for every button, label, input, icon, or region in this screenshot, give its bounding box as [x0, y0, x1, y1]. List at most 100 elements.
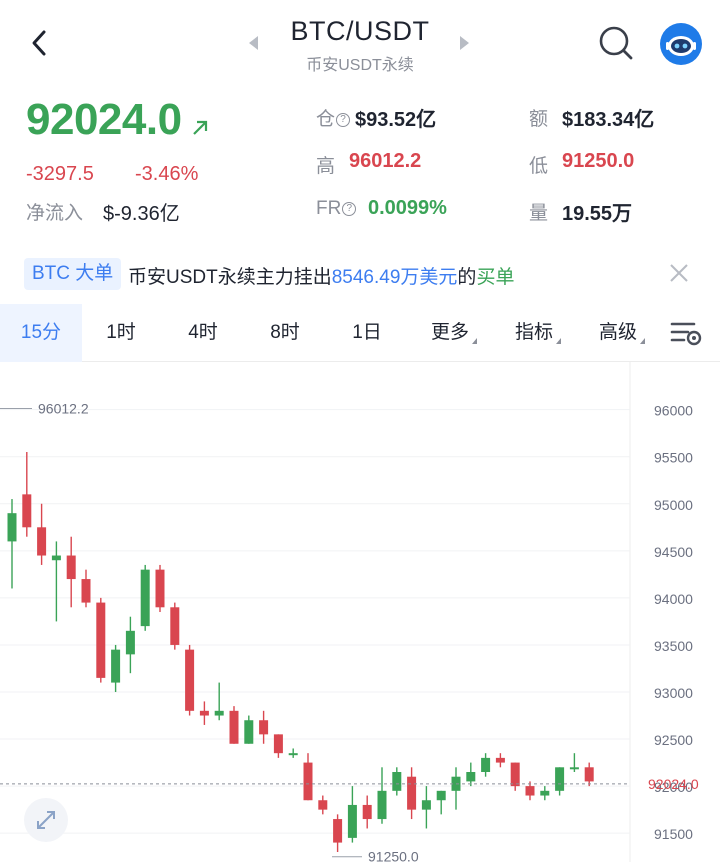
candle-body	[229, 710, 239, 744]
y-tick-label: 92500	[654, 732, 693, 748]
y-tick-label: 93500	[654, 638, 693, 654]
tab-1d[interactable]: 1日	[326, 304, 408, 362]
tab-label: 4时	[188, 322, 218, 343]
open-interest-value: $93.52亿	[355, 109, 437, 131]
open-interest-label[interactable]: 仓?	[316, 104, 351, 131]
low-marker-label: 91250.0	[368, 849, 419, 862]
tab-4h[interactable]: 4时	[162, 304, 244, 362]
tab-more[interactable]: 更多	[412, 304, 496, 362]
y-tick-label: 95000	[654, 497, 693, 513]
title-block: BTC/USDT 币安USDT永续	[0, 16, 720, 75]
dropdown-corner-icon	[640, 338, 645, 344]
page-title[interactable]: BTC/USDT	[290, 16, 430, 46]
candle-body	[377, 790, 387, 820]
big-order-banner: BTC 大单 币安USDT永续主力挂出8546.49万美元的买单	[0, 246, 720, 300]
robot-avatar-icon[interactable]	[660, 23, 702, 65]
candle-body	[155, 569, 165, 608]
candle-body	[125, 630, 135, 655]
candle-body	[22, 494, 32, 528]
dropdown-corner-icon	[556, 338, 561, 344]
y-tick-label: 93000	[654, 685, 693, 701]
tab-label: 1时	[106, 322, 136, 343]
back-arrow-icon[interactable]	[24, 26, 58, 60]
candle-body	[362, 804, 372, 820]
close-icon[interactable]	[668, 262, 690, 284]
help-icon[interactable]: ?	[336, 113, 351, 127]
tab-label: 指标	[514, 322, 553, 343]
tab-label: 更多	[430, 322, 469, 343]
low-value: 91250.0	[562, 150, 635, 172]
big-order-message[interactable]: 币安USDT永续主力挂出8546.49万美元的买单	[128, 262, 514, 289]
candle-body	[214, 710, 224, 716]
header: BTC/USDT 币安USDT永续	[0, 0, 720, 86]
price-change: -3297.5	[26, 163, 94, 185]
search-icon[interactable]	[597, 24, 635, 62]
chart-settings-icon[interactable]	[670, 318, 702, 348]
turnover-value: $183.34亿	[562, 109, 655, 131]
big-order-badge[interactable]: BTC 大单	[24, 258, 122, 290]
candle-body	[392, 772, 402, 791]
open-interest-label-text: 仓	[316, 109, 336, 130]
candle-body	[407, 776, 417, 810]
candle-body	[495, 757, 505, 763]
tab-label: 15分	[20, 322, 62, 343]
fullscreen-button[interactable]	[24, 798, 68, 842]
high-value: 96012.2	[349, 150, 422, 172]
candle-body	[37, 527, 47, 556]
high-label: 高	[316, 156, 336, 177]
volume-label: 量	[529, 203, 549, 224]
candle-body	[185, 649, 195, 711]
candle-body	[273, 734, 283, 754]
y-tick-label: 96000	[654, 403, 693, 419]
prev-symbol-icon[interactable]	[247, 36, 259, 50]
volume-value: 19.55万	[562, 203, 633, 225]
candle-body	[436, 790, 446, 801]
tab-15m[interactable]: 15分	[0, 304, 82, 362]
expand-icon	[37, 811, 55, 829]
help-icon[interactable]: ?	[342, 202, 357, 216]
tab-8h[interactable]: 8时	[244, 304, 326, 362]
candle-body	[555, 767, 565, 791]
current-price-label: 92024.0	[648, 776, 699, 792]
turnover-label: 额	[529, 109, 549, 130]
candle-body	[525, 786, 535, 796]
y-tick-label: 95500	[654, 450, 693, 466]
candle-body	[244, 720, 254, 744]
candle-body	[111, 649, 121, 683]
tab-advanced[interactable]: 高级	[580, 304, 664, 362]
candle-body	[333, 819, 343, 843]
candle-body	[96, 602, 106, 678]
tab-label: 8时	[270, 322, 300, 343]
high-marker-label: 96012.2	[38, 400, 89, 416]
candle-body	[510, 762, 520, 787]
banner-prefix: 币安USDT永续主力挂出	[128, 267, 332, 288]
candle-body	[540, 790, 550, 796]
candle-body	[318, 800, 328, 810]
candle-body	[569, 767, 579, 770]
candle-body	[170, 607, 180, 645]
funding-rate-label-text: FR	[316, 198, 342, 219]
low-label: 低	[529, 156, 549, 177]
banner-mid: 的	[457, 267, 477, 288]
price-change-percent: -3.46%	[135, 163, 199, 185]
candle-body	[259, 720, 269, 735]
y-tick-label: 94000	[654, 591, 693, 607]
candle-body	[421, 800, 431, 810]
candle-body	[66, 555, 76, 580]
candle-body	[303, 762, 313, 801]
candle-body	[466, 772, 476, 782]
arrow-up-right-icon	[193, 120, 208, 135]
funding-rate-label[interactable]: FR?	[316, 198, 357, 220]
tab-label: 1日	[352, 322, 382, 343]
tab-label: 高级	[598, 322, 637, 343]
funding-rate-value: 0.0099%	[368, 197, 447, 219]
banner-amount: 8546.49万美元	[331, 267, 458, 288]
candle-body	[7, 513, 17, 542]
next-symbol-icon[interactable]	[459, 36, 471, 50]
candlestick-chart[interactable]: 96000 95500 95000 94500 94000 93500 93000 92500…	[0, 362, 720, 862]
tab-indicators[interactable]: 指标	[496, 304, 580, 362]
y-tick-label: 91500	[654, 826, 693, 842]
candle-body	[51, 555, 61, 561]
tab-1h[interactable]: 1时	[82, 304, 160, 362]
candle-body	[140, 569, 150, 627]
